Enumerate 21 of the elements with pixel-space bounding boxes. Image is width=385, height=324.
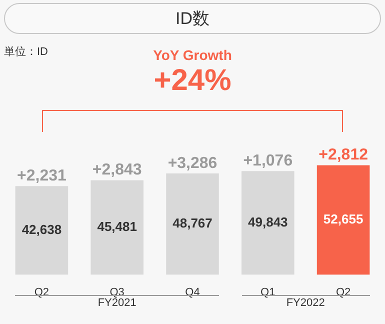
text: +24% [152,64,232,98]
bar [242,171,294,275]
data-label: 49,843 [248,214,288,230]
annotation: +2,231 [17,168,66,185]
text: YoY Growth [153,47,232,63]
data-label: 45,481 [97,219,137,234]
chart-title: ID数 [176,9,210,28]
text: FY2021 [98,296,136,309]
text: FY2022 [286,296,325,309]
text: 単位：ID [4,45,48,59]
text: +2,812 [318,146,368,164]
bar [316,165,370,275]
annotation: +2,843 [92,162,142,179]
bar [15,186,68,275]
bar [90,180,144,275]
data-label: 52,655 [323,212,364,227]
data-label: 48,767 [172,216,212,231]
annotation: +1,076 [243,152,293,170]
data-label: 42,638 [22,222,62,238]
annotation: +3,286 [168,154,218,172]
bar [166,173,219,275]
